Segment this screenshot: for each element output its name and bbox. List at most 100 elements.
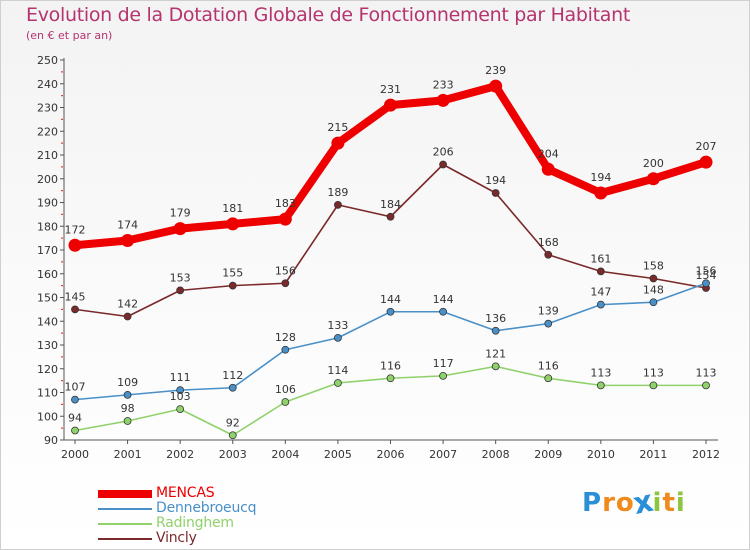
data-label: 113	[696, 366, 717, 379]
data-label: 161	[590, 252, 611, 265]
data-label: 116	[380, 359, 401, 372]
legend-label: Vincly	[156, 530, 197, 546]
data-point	[596, 381, 605, 390]
data-point	[123, 417, 132, 425]
data-label: 154	[696, 269, 717, 282]
data-point	[439, 160, 447, 169]
y-tick-label: 130	[37, 339, 58, 352]
data-point	[281, 398, 290, 406]
data-label: 142	[117, 298, 138, 311]
x-tick-label: 2008	[482, 448, 510, 461]
data-label: 147	[590, 286, 611, 299]
legend-item: Vincly	[98, 531, 256, 546]
y-tick-label: 210	[37, 149, 58, 162]
data-point	[331, 136, 345, 150]
x-tick-label: 2004	[271, 448, 299, 461]
proxiti-logo: Proxiti	[582, 484, 686, 522]
data-label: 107	[65, 381, 86, 394]
y-tick-label: 240	[37, 78, 58, 91]
data-label: 117	[433, 357, 454, 370]
data-point	[649, 274, 658, 283]
data-label: 156	[696, 264, 717, 277]
data-point	[176, 286, 185, 295]
data-point	[71, 305, 79, 314]
x-tick-label: 2003	[219, 448, 247, 461]
logo-letter: i	[675, 488, 686, 518]
data-point	[176, 405, 185, 414]
x-tick-label: 2006	[377, 448, 405, 461]
data-point	[123, 390, 132, 399]
data-label: 121	[485, 347, 506, 360]
data-label: 206	[433, 146, 454, 159]
y-tick-label: 200	[37, 173, 58, 186]
data-point	[334, 200, 342, 209]
data-point	[386, 212, 395, 221]
data-label: 215	[327, 121, 348, 134]
x-tick-label: 2009	[534, 448, 562, 461]
data-point	[544, 250, 553, 259]
data-point	[334, 379, 342, 387]
data-label: 106	[275, 383, 296, 396]
data-label: 92	[226, 416, 240, 429]
data-label: 200	[643, 157, 664, 170]
legend-item: MENCAS	[98, 486, 256, 501]
chart-title: Evolution de la Dotation Globale de Fonc…	[26, 4, 631, 26]
legend-swatch	[98, 522, 152, 525]
data-point	[123, 312, 132, 321]
data-label: 181	[222, 202, 243, 215]
data-point	[491, 326, 500, 335]
data-label: 207	[696, 140, 717, 153]
legend-swatch	[98, 507, 152, 510]
data-label: 128	[275, 331, 296, 344]
data-label: 184	[380, 198, 401, 211]
legend-label: Dennebroeucq	[156, 500, 257, 516]
data-point	[71, 426, 79, 435]
data-point	[281, 345, 290, 354]
data-label: 179	[170, 207, 191, 220]
x-tick-label: 2001	[114, 448, 142, 461]
y-tick-label: 140	[37, 315, 58, 328]
legend-swatch	[98, 537, 152, 540]
legend-item: Dennebroeucq	[98, 500, 257, 516]
data-point	[541, 162, 555, 176]
y-tick-label: 100	[37, 410, 58, 423]
logo-letter: P	[582, 488, 603, 518]
data-point	[386, 374, 395, 383]
y-tick-label: 230	[37, 102, 58, 115]
logo-letter: o	[615, 488, 635, 518]
x-tick-label: 2007	[429, 448, 457, 461]
data-point	[281, 279, 290, 288]
y-tick-label: 190	[37, 197, 58, 210]
data-point	[439, 371, 447, 380]
data-point	[491, 189, 500, 197]
x-tick-label: 2010	[587, 448, 615, 461]
data-label: 194	[590, 171, 611, 184]
data-point	[596, 300, 605, 309]
data-point	[334, 333, 342, 342]
data-point	[649, 381, 658, 390]
data-label: 153	[170, 271, 191, 284]
data-label: 144	[380, 293, 401, 306]
y-tick-label: 90	[44, 434, 58, 447]
data-point	[699, 155, 713, 169]
data-point	[702, 279, 710, 288]
data-label: 113	[590, 366, 611, 379]
data-label: 194	[485, 174, 506, 187]
data-label: 98	[121, 402, 135, 415]
data-point	[176, 386, 185, 395]
x-tick-label: 2002	[166, 448, 194, 461]
data-label: 139	[538, 305, 559, 318]
data-point	[544, 319, 553, 328]
data-label: 233	[433, 78, 454, 91]
data-label: 239	[485, 64, 506, 77]
data-label: 136	[485, 312, 506, 325]
data-label: 103	[170, 390, 191, 403]
data-point	[491, 362, 500, 371]
data-point	[439, 307, 447, 316]
data-label: 155	[222, 267, 243, 280]
x-tick-label: 2000	[61, 448, 89, 461]
data-point	[596, 267, 605, 276]
y-tick-label: 110	[37, 387, 58, 400]
legend-swatch	[98, 489, 152, 498]
